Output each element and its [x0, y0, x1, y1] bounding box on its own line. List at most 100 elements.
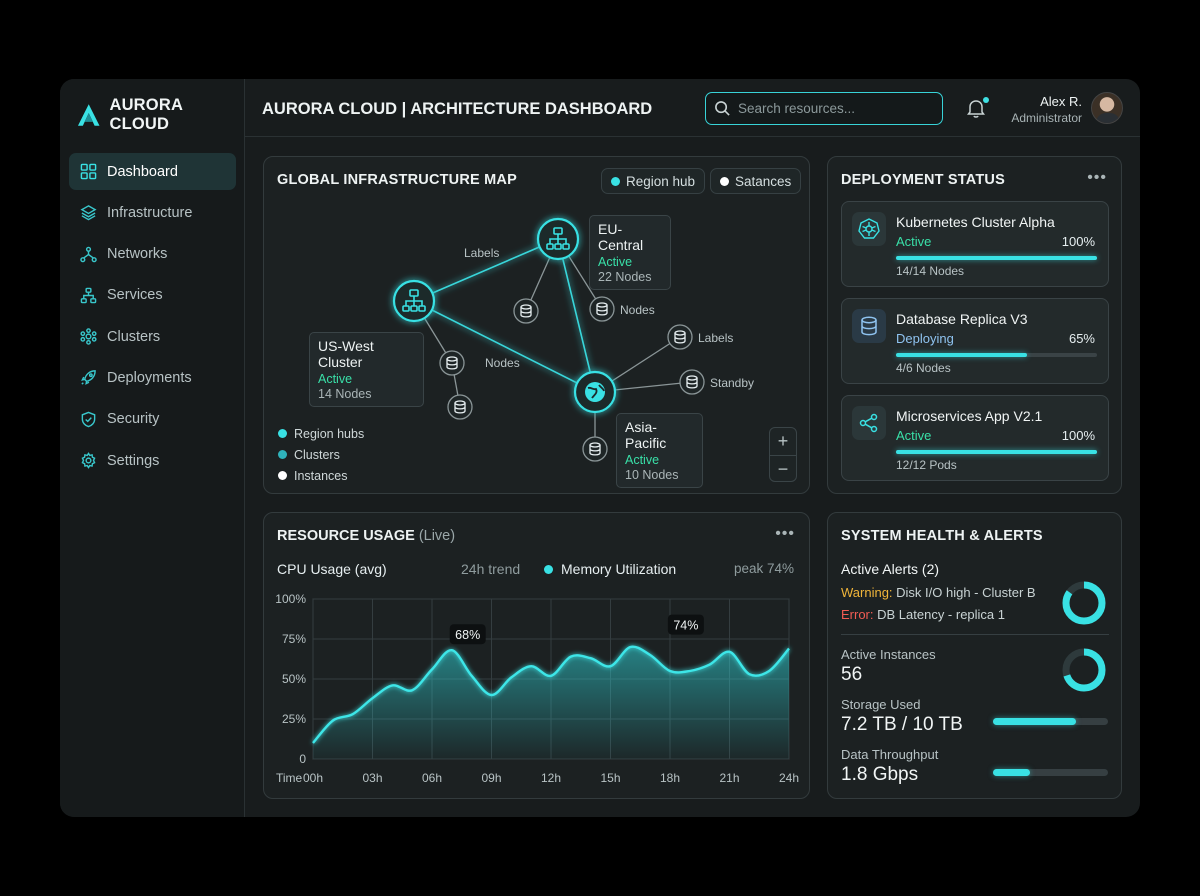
deployment-percent: 100% [1061, 234, 1095, 249]
deployment-card[interactable]: Database Replica V3 Deploying 65% 4/6 No… [841, 298, 1109, 384]
sidebar-item-dashboard[interactable]: Dashboard [69, 153, 236, 190]
user-role: Administrator [1011, 111, 1082, 125]
gear-icon [81, 452, 96, 470]
instances-ring-gauge [1062, 648, 1106, 692]
throughput-value: 1.8 Gbps [841, 764, 919, 785]
search-box[interactable] [705, 92, 943, 125]
region-hub-dot-icon [611, 176, 620, 186]
node-count: 14 Nodes [318, 387, 372, 401]
deployment-detail: 14/14 Nodes [896, 264, 965, 278]
hub-asia-pacific[interactable] [573, 370, 617, 414]
memory-legend-label: Memory Utilization [561, 561, 677, 577]
link-us-eu [413, 238, 559, 302]
throughput-bar-fill [993, 769, 1030, 776]
peak-label: peak 74% [733, 561, 794, 576]
instances-value: 56 [841, 664, 863, 685]
network-topology-map [392, 217, 705, 462]
y-tick-label: 0 [299, 752, 306, 766]
error-prefix: Error: [841, 607, 874, 622]
kubernetes-icon [852, 212, 886, 246]
x-tick-label: 09h [481, 771, 501, 785]
sidebar-item-security[interactable]: Security [69, 401, 236, 438]
notification-bell-icon[interactable] [965, 97, 987, 119]
x-tick-label: 00h [303, 771, 323, 785]
zoom-in-button[interactable]: + [777, 431, 789, 451]
deployment-detail: 4/6 Nodes [896, 361, 951, 375]
y-tick-label: 50% [282, 672, 306, 686]
warning-alert[interactable]: Warning: Disk I/O high - Cluster B [841, 585, 1036, 600]
sidebar-item-clusters[interactable]: Clusters [69, 318, 236, 355]
x-tick-label: 21h [719, 771, 739, 785]
sidebar-item-services[interactable]: Services [69, 277, 236, 314]
sidebar-item-networks[interactable]: Networks [69, 236, 236, 273]
search-icon [715, 101, 730, 116]
storage-bar-fill [993, 718, 1076, 725]
database-icon [852, 309, 886, 343]
zoom-out-button[interactable]: − [770, 455, 796, 482]
avatar[interactable] [1091, 92, 1123, 124]
more-options-button[interactable]: ••• [1087, 169, 1107, 186]
zoom-controls: + − [769, 427, 797, 482]
deployment-card[interactable]: Kubernetes Cluster Alpha Active 100% 14/… [841, 201, 1109, 287]
sidebar-item-deployments[interactable]: Deployments [69, 359, 236, 396]
rocket-icon [81, 370, 96, 386]
throughput-bar [993, 769, 1108, 776]
more-options-button[interactable]: ••• [775, 525, 795, 542]
sidebar-item-settings[interactable]: Settings [69, 442, 236, 479]
node-count: 10 Nodes [625, 468, 679, 482]
x-axis-label: Time [276, 771, 303, 785]
map-link-label: Standby [710, 376, 755, 390]
annotation-badge [449, 624, 486, 645]
share-nodes-icon [852, 406, 886, 440]
deployment-progress-bar [896, 353, 1097, 357]
deployment-name: Kubernetes Cluster Alpha [896, 214, 1055, 230]
link-eu-ap [557, 238, 596, 393]
ring-fill [1062, 581, 1106, 625]
node-card-eu-central[interactable]: EU-Central Active 22 Nodes [589, 215, 671, 290]
sidebar: AURORA CLOUD Dashboard Infrastructure [60, 79, 245, 817]
layers-icon [80, 205, 97, 221]
deployment-card[interactable]: Microservices App V2.1 Active 100% 12/12… [841, 395, 1109, 481]
map-link-label: Nodes [485, 356, 520, 370]
memory-series-dot-icon [544, 564, 553, 574]
search-input[interactable] [738, 101, 928, 116]
brand[interactable]: AURORA CLOUD [76, 96, 244, 134]
legend-item-region-hubs: Region hubs [278, 423, 364, 444]
sidebar-item-label: Services [107, 287, 163, 304]
node-card-asia-pacific[interactable]: Asia-Pacific Active 10 Nodes [616, 413, 703, 488]
deployment-status: Active [896, 234, 932, 249]
user-name[interactable]: Alex R. [1040, 94, 1082, 109]
node-status: Active [318, 372, 353, 386]
network-icon [80, 246, 97, 262]
memory-legend[interactable]: Memory Utilization [544, 561, 676, 577]
deployment-name: Database Replica V3 [896, 311, 1028, 327]
x-tick-label: 03h [362, 771, 382, 785]
hub-us-west[interactable] [392, 279, 436, 323]
deployment-progress-bar [896, 450, 1097, 454]
node-name: EU-Central [598, 221, 644, 253]
app-window: AURORA CLOUD Dashboard Infrastructure [60, 79, 1140, 817]
node-status: Active [625, 453, 660, 467]
top-header: AURORA CLOUD | ARCHITECTURE DASHBOARD Al… [245, 79, 1140, 137]
active-alerts-title[interactable]: Active Alerts (2) [841, 561, 940, 577]
annotation-label: 74% [673, 619, 698, 633]
live-indicator: (Live) [418, 528, 456, 544]
resource-title-text: RESOURCE USAGE [277, 528, 415, 544]
cpu-usage-label[interactable]: CPU Usage (avg) [277, 561, 387, 577]
memory-area-fill [313, 646, 789, 759]
x-tick-label: 18h [660, 771, 680, 785]
hierarchy-icon [402, 289, 426, 312]
chip-label: Region hub [626, 173, 696, 189]
sidebar-item-infrastructure[interactable]: Infrastructure [69, 194, 236, 231]
chip-label: Satances [735, 173, 792, 189]
memory-series-line [312, 645, 790, 744]
region-hub-chip[interactable]: Region hub [601, 168, 706, 194]
error-alert[interactable]: Error: DB Latency - replica 1 [841, 607, 1005, 622]
node-status: Active [598, 255, 633, 269]
hub-eu-central[interactable] [536, 217, 580, 261]
instances-chip[interactable]: Satances [710, 168, 802, 194]
node-card-us-west[interactable]: US-West Cluster Active 14 Nodes [309, 332, 424, 407]
instance-dot-icon [720, 176, 729, 186]
legend-label: Instances [294, 468, 348, 483]
error-text: DB Latency - replica 1 [873, 607, 1006, 622]
